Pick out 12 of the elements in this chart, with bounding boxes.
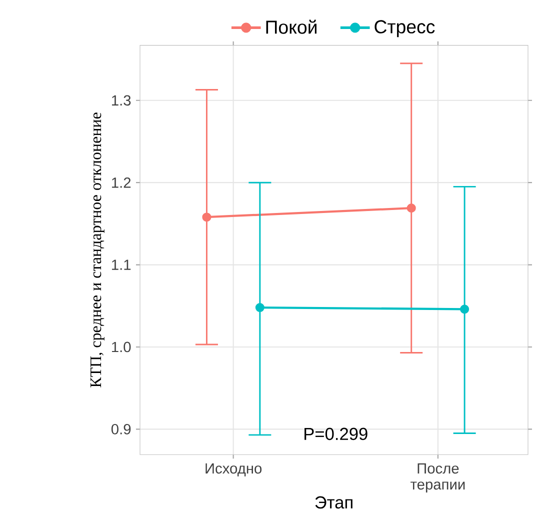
annotation: P=0.299 bbox=[304, 428, 368, 440]
x-tick-label: Исходно bbox=[206, 463, 262, 476]
x-tick-label: После терапии bbox=[410, 463, 465, 492]
y-tick-label: 0.9 bbox=[111, 424, 131, 434]
legend-label: Покой bbox=[266, 20, 316, 34]
y-tick-label: 1.2 bbox=[112, 177, 131, 188]
y-axis-title: КТП, среднее и стандартное отклонение bbox=[90, 112, 104, 388]
x-axis-title: Этап bbox=[315, 496, 352, 509]
y-tick-label: 1.1 bbox=[112, 260, 131, 270]
legend-label: Стресс bbox=[374, 20, 435, 38]
y-tick-label: 1.3 bbox=[112, 95, 131, 106]
y-tick-label: 1.0 bbox=[112, 342, 131, 352]
